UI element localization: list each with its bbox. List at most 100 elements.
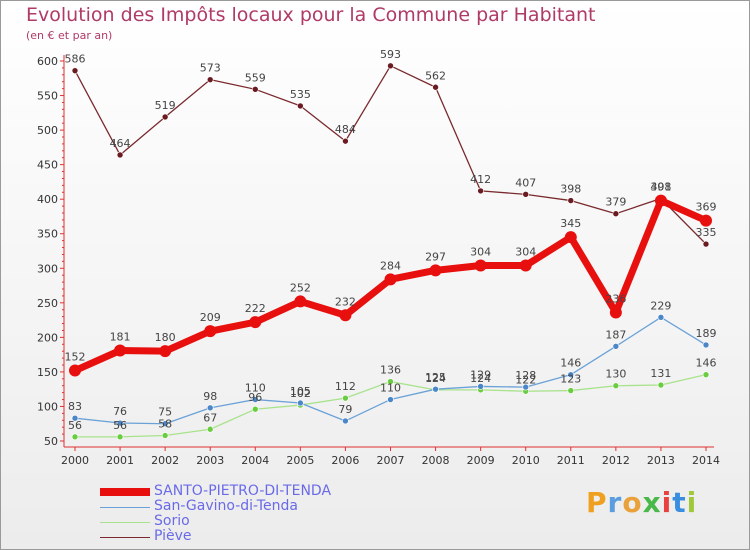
x-tick-label: 2001: [106, 454, 134, 467]
data-point: [297, 399, 304, 407]
data-point: [297, 102, 304, 110]
data-label: 304: [515, 246, 536, 259]
data-point: [387, 378, 394, 385]
data-point: [206, 404, 214, 412]
data-label: 56: [68, 419, 82, 432]
data-label: 83: [68, 400, 82, 413]
data-label: 122: [515, 373, 536, 386]
data-point: [69, 364, 81, 377]
data-point: [519, 259, 532, 272]
legend-label: San-Gavino-di-Tenda: [154, 498, 298, 514]
data-label: 131: [650, 367, 671, 380]
x-tick-label: 2014: [692, 454, 720, 467]
data-point: [339, 309, 352, 322]
data-label: 464: [110, 137, 131, 150]
data-point: [612, 343, 620, 350]
data-point: [387, 62, 394, 70]
data-point: [251, 86, 259, 93]
legend-label: SANTO-PIETRO-DI-TENDA: [154, 483, 332, 499]
data-label: 535: [290, 88, 311, 101]
y-tick-label: 100: [37, 400, 58, 413]
data-point: [204, 325, 217, 338]
data-point: [657, 314, 665, 321]
data-label: 110: [245, 382, 266, 395]
data-label: 412: [470, 173, 491, 186]
data-point: [114, 344, 127, 357]
data-label: 189: [696, 327, 717, 340]
data-label: 232: [335, 295, 356, 308]
data-label: 573: [200, 62, 221, 75]
data-label: 284: [380, 259, 401, 272]
data-label: 229: [650, 299, 671, 312]
data-label: 398: [560, 183, 581, 196]
data-point: [206, 76, 214, 83]
data-point: [251, 396, 259, 403]
data-label: 79: [338, 403, 352, 416]
data-point: [116, 433, 124, 441]
legend-swatch: [100, 536, 150, 538]
data-label: 586: [65, 53, 86, 66]
x-tick-label: 2005: [286, 454, 314, 467]
data-point: [342, 137, 349, 145]
x-tick-label: 2012: [602, 454, 630, 467]
data-label: 128: [515, 369, 536, 382]
data-point: [654, 194, 667, 207]
logo-letter: x: [642, 486, 662, 519]
data-label: 152: [65, 351, 86, 364]
logo-letter: t: [672, 486, 687, 519]
data-label: 56: [113, 419, 127, 432]
data-point: [702, 341, 710, 349]
x-tick-label: 2000: [61, 454, 89, 467]
data-point: [342, 417, 349, 425]
data-point: [522, 383, 530, 391]
data-point: [384, 273, 397, 286]
y-tick-label: 300: [37, 262, 58, 275]
data-label: 105: [290, 385, 311, 398]
data-label: 146: [560, 357, 581, 370]
data-label: 76: [113, 405, 127, 418]
x-tick-label: 2011: [557, 454, 585, 467]
data-label: 484: [335, 123, 356, 136]
data-point: [474, 259, 487, 272]
data-label: 110: [380, 382, 401, 395]
data-point: [477, 187, 484, 195]
y-tick-label: 350: [37, 228, 58, 241]
data-point: [116, 419, 124, 427]
x-tick-label: 2004: [241, 454, 269, 467]
data-label: 180: [155, 331, 176, 344]
data-point: [429, 264, 442, 277]
y-tick-label: 600: [37, 55, 58, 68]
logo-letter: i: [686, 486, 698, 519]
data-label: 519: [155, 99, 176, 112]
series-line-0: [73, 197, 708, 374]
data-point: [700, 214, 712, 227]
data-point: [564, 231, 577, 244]
data-label: 146: [696, 357, 717, 370]
data-label: 102: [290, 387, 311, 400]
data-label: 398: [650, 181, 671, 194]
data-label: 58: [158, 417, 172, 430]
data-point: [702, 240, 710, 248]
data-point: [116, 151, 124, 159]
data-point: [477, 383, 484, 390]
data-point: [702, 371, 710, 378]
y-tick-label: 550: [37, 90, 58, 103]
x-tick-label: 2006: [331, 454, 359, 467]
logo-letter: P: [586, 486, 608, 519]
data-label: 136: [380, 364, 401, 377]
data-label: 297: [425, 250, 446, 263]
data-point: [161, 432, 169, 439]
data-label: 369: [696, 201, 717, 214]
data-label: 335: [696, 226, 717, 239]
data-point: [612, 382, 620, 390]
data-label: 125: [425, 371, 446, 384]
legend-swatch: [100, 521, 150, 523]
series-line-3: [74, 65, 707, 245]
proxiti-logo: Proxiti: [586, 486, 697, 519]
data-label: 67: [203, 411, 217, 424]
data-label: 222: [245, 302, 266, 315]
data-label: 236: [605, 292, 626, 305]
logo-letter: o: [622, 486, 643, 519]
y-tick-label: 400: [37, 193, 58, 206]
